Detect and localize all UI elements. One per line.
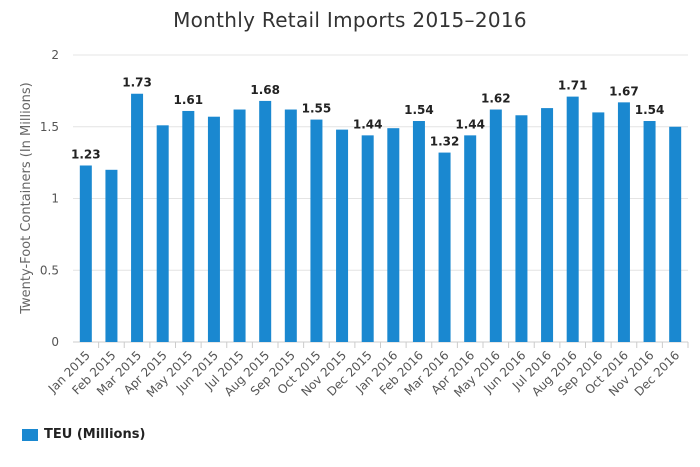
bar[interactable] — [515, 115, 528, 343]
data-label: 1.54 — [404, 103, 434, 117]
bar[interactable] — [182, 110, 195, 342]
legend-swatch — [22, 428, 38, 441]
bar-series — [79, 93, 682, 343]
data-label: 1.67 — [609, 84, 639, 98]
bar[interactable] — [105, 169, 118, 342]
bar[interactable] — [566, 96, 579, 343]
bar[interactable] — [156, 125, 169, 342]
bar[interactable] — [592, 112, 605, 343]
bar[interactable] — [617, 102, 630, 342]
data-label: 1.32 — [430, 135, 460, 149]
data-label: 1.55 — [302, 102, 332, 116]
bar[interactable] — [233, 109, 246, 342]
y-tick-label: 1 — [51, 192, 59, 206]
data-label: 1.62 — [481, 92, 511, 106]
bar[interactable] — [79, 165, 92, 342]
bar[interactable] — [489, 109, 502, 342]
data-label: 1.73 — [122, 76, 152, 90]
chart-title: Monthly Retail Imports 2015–2016 — [173, 8, 527, 32]
data-label: 1.54 — [635, 103, 665, 117]
data-label: 1.68 — [250, 83, 280, 97]
data-label: 1.61 — [174, 93, 204, 107]
bar[interactable] — [412, 121, 425, 342]
bar[interactable] — [643, 121, 656, 342]
bar[interactable] — [207, 116, 220, 342]
bar[interactable] — [541, 108, 554, 342]
bar[interactable] — [131, 93, 144, 343]
bar[interactable] — [284, 109, 297, 342]
y-tick-label: 1.5 — [40, 120, 59, 134]
data-label: 1.44 — [353, 117, 383, 131]
bar[interactable] — [669, 126, 682, 342]
data-label: 1.71 — [558, 79, 588, 93]
y-tick-label: 2 — [51, 48, 59, 62]
bar[interactable] — [310, 119, 323, 342]
data-label: 1.44 — [455, 117, 485, 131]
bar[interactable] — [438, 152, 451, 342]
bar[interactable] — [387, 128, 400, 342]
legend[interactable]: TEU (Millions) — [22, 427, 145, 442]
y-tick-label: 0 — [51, 335, 59, 349]
y-tick-label: 0.5 — [40, 263, 59, 277]
legend-label: TEU (Millions) — [44, 427, 146, 442]
data-labels: 1.23 1.73 1.61 1.68 1.55 1.44 1.54 1.32 1.44 1.62… — [71, 76, 664, 162]
data-label: 1.23 — [71, 147, 101, 161]
y-axis-ticks: 0 0.5 1 1.5 2 — [40, 48, 59, 349]
bar[interactable] — [361, 135, 374, 342]
y-axis-title: Twenty-Foot Containers (In Millions) — [19, 82, 34, 314]
bar[interactable] — [259, 100, 272, 342]
bar[interactable] — [464, 135, 477, 342]
bar[interactable] — [336, 129, 349, 342]
